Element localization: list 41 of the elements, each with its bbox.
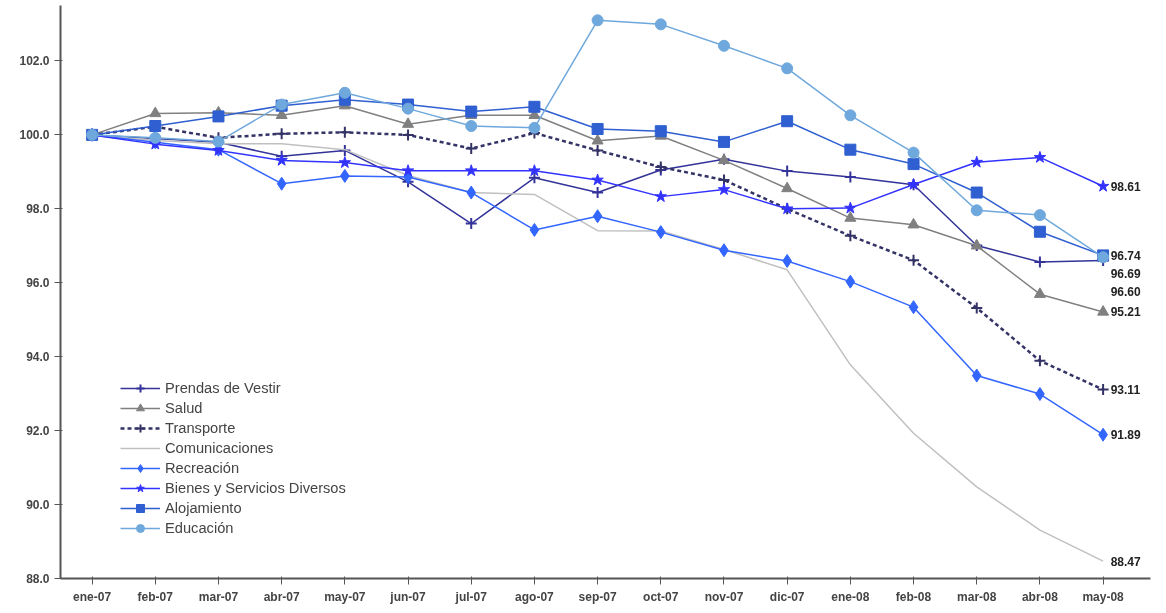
x-tick-label: abr-07	[263, 589, 300, 604]
data-label: 95.21	[1110, 305, 1142, 320]
x-tick-label: jul-07	[454, 589, 488, 604]
y-tick-label: 96.0	[26, 276, 50, 291]
y-tick-label: 92.0	[26, 424, 50, 439]
x-tick-label: mar-07	[198, 589, 239, 604]
x-tick-label: may-07	[324, 589, 366, 604]
x-tick-label: feb-08	[895, 589, 932, 604]
legend-label: Recreación	[165, 460, 240, 476]
legend-label: Bienes y Servicios Diversos	[165, 480, 346, 496]
x-tick-label: abr-08	[1021, 589, 1059, 604]
legend-label: Alojamiento	[165, 500, 242, 516]
data-label: 96.69	[1110, 266, 1142, 281]
legend-label: Salud	[165, 400, 203, 416]
x-tick-label: may-08	[1082, 589, 1125, 604]
x-tick-label: nov-07	[704, 589, 744, 604]
legend-label: Comunicaciones	[165, 440, 274, 456]
x-tick-label: oct-07	[643, 589, 679, 604]
x-tick-label: feb-07	[137, 589, 174, 604]
y-tick-label: 94.0	[26, 350, 50, 365]
y-tick-label: 90.0	[26, 498, 50, 513]
x-tick-label: ago-07	[515, 589, 555, 604]
y-tick-label: 100.0	[19, 128, 50, 143]
x-tick-label: ene-07	[73, 589, 112, 604]
y-tick-label: 88.0	[26, 572, 50, 586]
x-tick-label: dic-07	[769, 589, 805, 604]
x-tick-label: mar-08	[957, 589, 997, 604]
legend-label: Educación	[165, 520, 234, 536]
y-tick-label: 102.0	[19, 54, 50, 69]
data-label: 88.47	[1110, 554, 1142, 569]
legend-label: Prendas de Vestir	[165, 380, 281, 396]
x-tick-label: ene-08	[831, 589, 870, 604]
data-label: 91.89	[1110, 428, 1142, 443]
legend-label: Transporte	[165, 420, 236, 436]
data-label: 98.61	[1110, 179, 1142, 194]
data-label: 93.11	[1110, 383, 1141, 398]
x-tick-label: jun-07	[389, 589, 427, 604]
y-tick-label: 98.0	[26, 202, 50, 217]
data-label: 96.60	[1110, 284, 1142, 299]
x-tick-label: sep-07	[578, 589, 617, 604]
data-label: 96.74	[1110, 248, 1142, 263]
